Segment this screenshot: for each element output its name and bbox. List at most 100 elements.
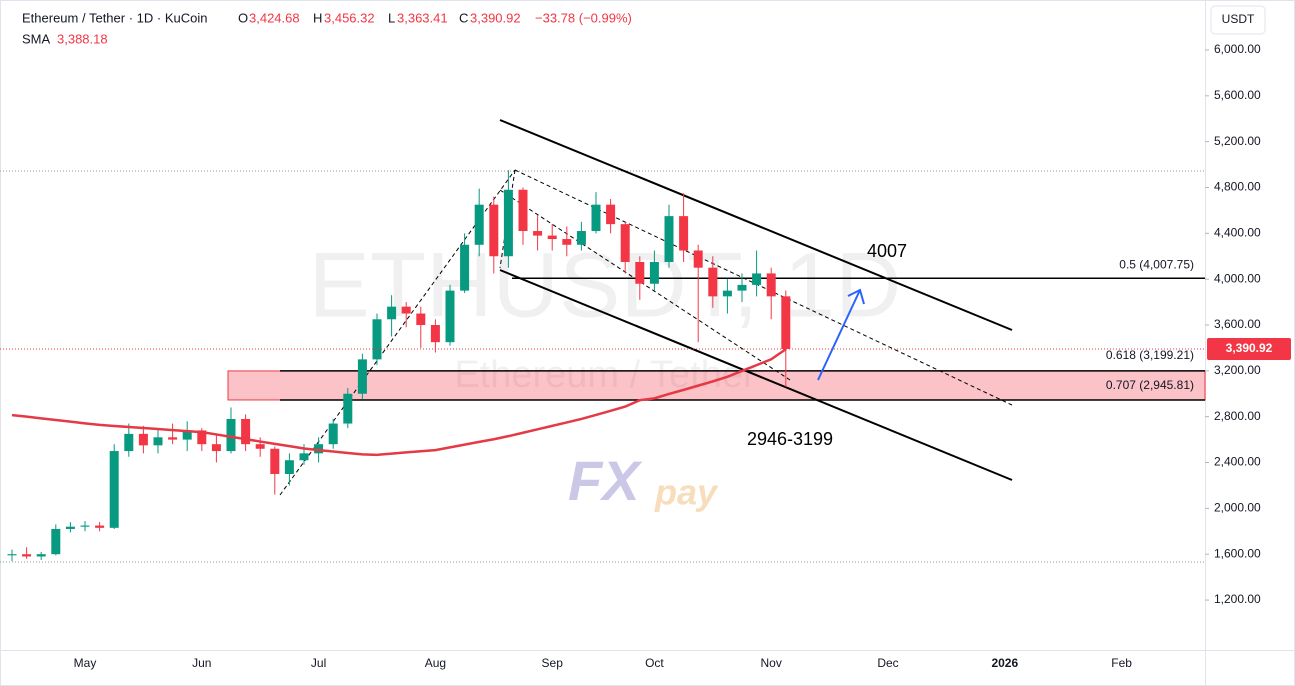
x-tick-label: Feb [1111, 656, 1132, 670]
logo: FX pay [568, 449, 719, 513]
annotation: 2946-3199 [747, 429, 833, 449]
price-tag-label: 3,390.92 [1226, 341, 1273, 355]
candle-body [430, 325, 440, 343]
logo-fx: FX [568, 449, 643, 512]
ohlc-label: C [459, 10, 468, 25]
candle-body [255, 444, 265, 449]
candle-body [241, 418, 251, 445]
x-tick-label: Dec [877, 656, 898, 670]
candle-body [445, 290, 455, 343]
candle-body [679, 216, 689, 251]
x-tick-label: Oct [645, 656, 664, 670]
candle-body [387, 306, 397, 320]
candle-body [7, 554, 17, 556]
arrow-head [847, 288, 865, 305]
candle-body [109, 451, 119, 528]
y-tick-label: 5,200.00 [1214, 134, 1261, 148]
candle-body [51, 528, 61, 555]
y-tick-label: 4,000.00 [1214, 271, 1261, 285]
candle-body [533, 231, 543, 236]
candle-body [284, 460, 294, 474]
ohlc-value: 3,424.68 [249, 10, 300, 25]
y-tick-label: 2,000.00 [1214, 501, 1261, 515]
price-tag [1207, 337, 1291, 360]
x-tick-label: 2026 [991, 656, 1018, 670]
fib-label: 0.707 (2,945.81) [1106, 378, 1194, 392]
candle-body [153, 437, 163, 446]
support-zone [227, 370, 1206, 401]
x-tick-label: Jun [192, 656, 211, 670]
arrow [817, 289, 861, 381]
candle-body [328, 423, 338, 445]
candle-body [591, 204, 601, 232]
candle-body [766, 273, 776, 297]
candle-body [474, 204, 484, 245]
candle-body [226, 418, 236, 452]
candle-body [138, 433, 148, 446]
candle-body [168, 437, 178, 440]
change: −33.78 (−0.99%) [535, 10, 632, 25]
fib-label: 0.5 (4,007.75) [1119, 257, 1194, 271]
candle-body [211, 444, 221, 452]
ohlc-value: 3,456.32 [324, 10, 375, 25]
sma-value: 3,388.18 [57, 31, 108, 46]
header: Ethereum / Tether · 1D · KuCoin O 3,424.… [22, 10, 632, 46]
candle-body [80, 525, 90, 527]
watermark: ETHUSDT, 1D Ethereum / Tether [309, 234, 902, 396]
candle-body [752, 273, 762, 285]
sma-line [11, 348, 787, 457]
x-tick-label: Sep [542, 656, 564, 670]
candle-body [270, 448, 280, 474]
y-tick-label: 3,600.00 [1214, 317, 1261, 331]
candle-body [372, 319, 382, 360]
watermark-name: Ethereum / Tether [454, 354, 756, 396]
candle-body [314, 444, 324, 454]
candle-body [737, 284, 747, 291]
currency: USDT [1222, 12, 1255, 26]
candle-body [664, 216, 674, 262]
candle-body [620, 224, 630, 262]
candle-body [416, 313, 426, 325]
candle-body [22, 554, 32, 557]
ohlc-label: H [313, 10, 322, 25]
ohlc-label: O [238, 10, 248, 25]
candle-body [299, 453, 309, 461]
candle-body [357, 359, 367, 394]
candle-body [36, 554, 46, 557]
candle-body [489, 204, 499, 257]
candle-body [708, 267, 718, 297]
y-tick-label: 1,600.00 [1214, 546, 1261, 560]
annotation: 4007 [867, 241, 907, 261]
currency-button[interactable] [1210, 5, 1266, 35]
fib-label: 0.618 (3,199.21) [1106, 348, 1194, 362]
candle-body [547, 235, 557, 240]
ohlc-value: 3,363.41 [397, 10, 448, 25]
x-tick-label: Aug [425, 656, 446, 670]
candle-body [635, 261, 645, 284]
candle-body [518, 189, 528, 232]
candle-body [197, 430, 207, 445]
candle-body [781, 296, 791, 349]
trend-line [499, 119, 1013, 331]
trend-line [279, 169, 516, 496]
y-tick-label: 1,200.00 [1214, 592, 1261, 606]
ohlc-value: 3,390.92 [470, 10, 521, 25]
y-tick-label: 6,000.00 [1214, 42, 1261, 56]
candle-body [460, 244, 470, 291]
sma-label: SMA [22, 31, 51, 46]
candle-body [503, 189, 513, 257]
y-tick-label: 2,800.00 [1214, 409, 1261, 423]
candle-body [606, 204, 616, 225]
candle-body [65, 526, 75, 529]
ohlc-label: L [388, 10, 395, 25]
plot-area: 0.5 (4,007.75) 0.618 (3,199.21) 0.707 (2,9… [0, 119, 1206, 563]
candle-body [562, 239, 572, 245]
trend-line [499, 189, 791, 381]
candle-body [95, 525, 105, 528]
candle-body [343, 393, 353, 424]
y-tick-label: 2,400.00 [1214, 455, 1261, 469]
logo-pay: pay [654, 472, 719, 513]
